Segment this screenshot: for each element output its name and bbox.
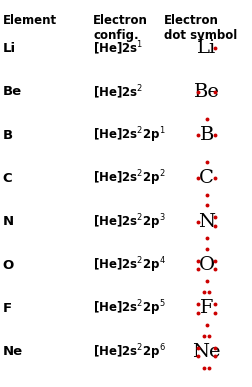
Text: Ne: Ne (3, 345, 23, 358)
Text: F: F (200, 300, 213, 317)
Text: [He]2s$^2$2p$^2$: [He]2s$^2$2p$^2$ (93, 169, 166, 188)
Text: Electron
dot symbol: Electron dot symbol (164, 14, 237, 41)
Text: [He]2s$^1$: [He]2s$^1$ (93, 39, 144, 57)
Text: C: C (199, 170, 214, 187)
Text: Ne: Ne (192, 343, 221, 361)
Text: [He]2s$^2$: [He]2s$^2$ (93, 83, 143, 101)
Text: Be: Be (194, 83, 219, 101)
Text: [He]2s$^2$2p$^4$: [He]2s$^2$2p$^4$ (93, 255, 166, 275)
Text: F: F (3, 302, 12, 315)
Text: Be: Be (3, 85, 22, 98)
Text: O: O (199, 256, 215, 274)
Text: C: C (3, 172, 12, 185)
Text: Li: Li (197, 39, 216, 57)
Text: [He]2s$^2$2p$^6$: [He]2s$^2$2p$^6$ (93, 342, 166, 361)
Text: Element: Element (3, 14, 57, 27)
Text: [He]2s$^2$2p$^5$: [He]2s$^2$2p$^5$ (93, 299, 166, 318)
Text: [He]2s$^2$2p$^1$: [He]2s$^2$2p$^1$ (93, 125, 166, 145)
Text: N: N (3, 215, 14, 228)
Text: B: B (3, 128, 13, 142)
Text: N: N (198, 213, 215, 231)
Text: [He]2s$^2$2p$^3$: [He]2s$^2$2p$^3$ (93, 212, 166, 231)
Text: Electron
config.: Electron config. (93, 14, 148, 41)
Text: B: B (199, 126, 214, 144)
Text: O: O (3, 259, 14, 272)
Text: Li: Li (3, 42, 16, 55)
